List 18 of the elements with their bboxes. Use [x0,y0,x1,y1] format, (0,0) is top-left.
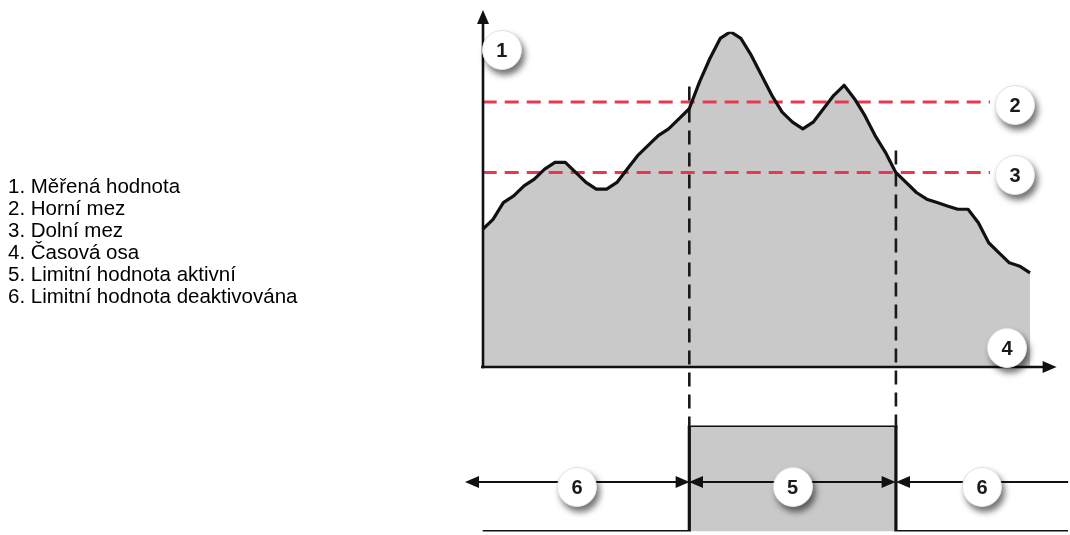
annotation: 5 [787,476,799,498]
text: 5. Limitní hodnota aktivní [8,262,237,285]
annotation: 3 [1009,164,1021,187]
text: 3. Dolní mez [8,218,125,241]
circle-badge: 6 [557,467,597,507]
text: 2. Horní mez [8,196,127,219]
text: 6. Limitní hodnota deaktivována [8,284,298,307]
y-axis-title: 1 [496,38,508,61]
annotation: 2 [1009,94,1021,117]
annotation: 6 [976,476,988,498]
circle-badge: 2 [995,85,1035,126]
annotation: 6 [571,476,583,498]
text: 1. Měřená hodnota [8,174,182,197]
circle-badge: 6 [962,467,1002,507]
circle-badge: 1 [481,29,522,70]
circle-badge: 3 [995,155,1035,196]
text: 4. Časová osa [8,240,141,263]
x-axis-title: 4 [1001,336,1013,359]
